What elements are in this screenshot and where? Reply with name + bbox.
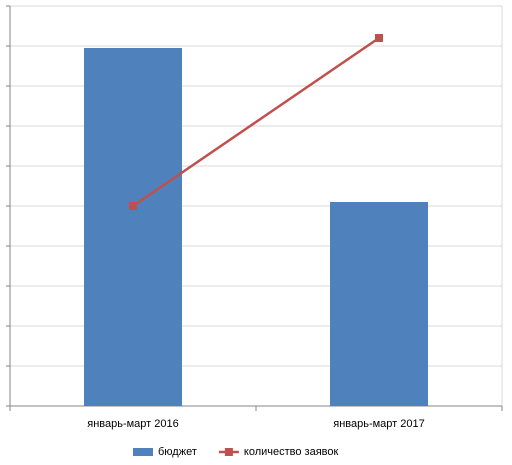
bar (84, 48, 182, 406)
legend-label: количество заявок (244, 446, 339, 458)
line (132, 36, 380, 208)
legend-label: бюджет (158, 446, 197, 458)
legend-swatch (224, 448, 233, 456)
x-tick-label: январь-март 2017 (333, 418, 425, 430)
x-tick-label: январь-март 2016 (87, 418, 179, 430)
line-marker (375, 34, 383, 42)
legend-swatch (133, 448, 153, 456)
bar (330, 202, 428, 406)
line-marker (129, 202, 137, 210)
